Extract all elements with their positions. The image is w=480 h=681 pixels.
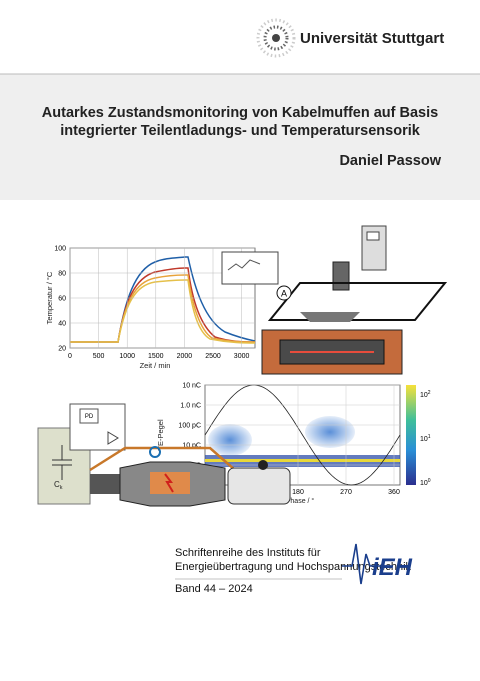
y-tick-label: 10 pC [182, 443, 201, 450]
y-tick-label: 100 pC [178, 423, 201, 430]
capacitor-symbol: C [54, 480, 60, 489]
institute-logo: iEH [372, 554, 413, 581]
colorbar [406, 385, 416, 485]
y-tick-label: 80 [58, 271, 66, 278]
axis-label: Phase / ° [286, 497, 315, 505]
y-tick-label: 1.0 nC [180, 403, 201, 410]
series-line: Schriftenreihe des Instituts für [175, 547, 321, 559]
colorbar-label: 101 [420, 434, 431, 443]
colorbar-base: 10 [420, 480, 428, 487]
curve [70, 274, 256, 343]
y-tick-label: 60 [58, 296, 66, 303]
x-tick-label: 180 [292, 489, 304, 496]
colorbar-base: 10 [420, 436, 428, 443]
x-tick-label: 270 [340, 489, 352, 496]
x-tick-label: 2500 [205, 353, 221, 360]
x-tick-label: 500 [93, 353, 105, 360]
axis-label: Temperatur / °C [45, 271, 54, 324]
colorbar-exponent: 1 [428, 434, 431, 440]
university-name: Universität Stuttgart [300, 30, 444, 47]
colorbar-label: 102 [420, 390, 431, 399]
curve [70, 279, 256, 344]
detector-label: PD [85, 414, 94, 420]
setup-drawing: A [221, 225, 448, 375]
x-tick-label: 0 [68, 353, 72, 360]
volume: Band 44 – 2024 [175, 583, 253, 595]
axis-label: Zeit / min [140, 361, 171, 370]
y-tick-label: 100 [54, 246, 66, 253]
temperature-chart: Temperatur / °C Zeit / min 100 80 60 40 200 5… [45, 246, 256, 370]
axis-label: TE-Pegel [156, 419, 165, 451]
circuit-drawing: Ck PD [37, 403, 291, 507]
curve [70, 267, 256, 343]
x-tick-label: 360 [388, 489, 400, 496]
colorbar-exponent: 0 [428, 478, 431, 484]
author: Daniel Passow [339, 153, 441, 169]
colorbar-base: 10 [420, 392, 428, 399]
y-tick-label: 10 nC [182, 383, 201, 390]
title-line: Autarkes Zustandsmonitoring von Kabelmuf… [42, 105, 438, 121]
title-band [0, 74, 480, 200]
title-line: integrierter Teilentladungs- und Tempera… [60, 123, 421, 139]
x-tick-label: 1500 [148, 353, 164, 360]
sine-reference [204, 384, 401, 486]
logo-wave [342, 543, 390, 585]
capacitor-label: Ck [54, 480, 63, 491]
y-tick-label: 20 [58, 346, 66, 353]
x-tick-label: 1000 [119, 353, 135, 360]
x-tick-label: 2000 [177, 353, 193, 360]
ammeter-label: A [281, 289, 287, 299]
x-tick-label: 3000 [234, 353, 250, 360]
capacitor-subscript: k [60, 485, 63, 491]
colorbar-exponent: 2 [428, 390, 431, 396]
y-tick-label: 40 [58, 321, 66, 328]
colorbar-label: 100 [420, 478, 431, 487]
curve [70, 256, 256, 343]
university-logo [256, 18, 296, 58]
